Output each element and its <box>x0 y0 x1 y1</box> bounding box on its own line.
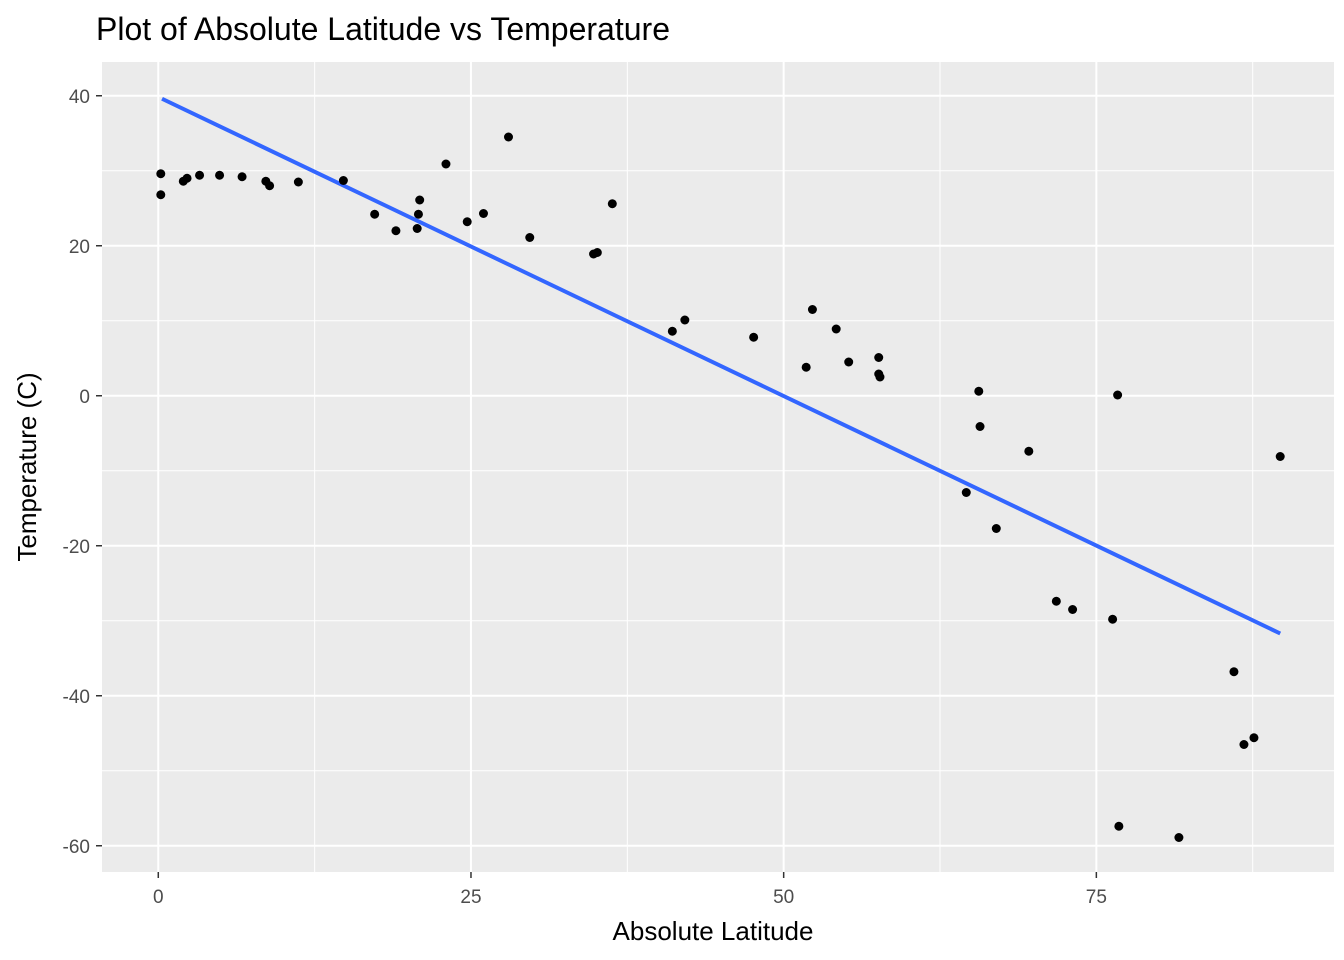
data-point <box>975 422 985 431</box>
data-point <box>974 386 984 396</box>
data-point <box>293 177 303 187</box>
data-point <box>413 209 423 219</box>
chart-title: Plot of Absolute Latitude vs Temperature <box>96 11 670 47</box>
x-tick-label: 75 <box>1086 887 1107 908</box>
data-point <box>195 170 205 180</box>
data-point <box>478 209 488 218</box>
data-point <box>182 173 192 183</box>
data-point <box>1174 833 1184 842</box>
data-point <box>1113 390 1123 400</box>
regression-line <box>161 96 1282 636</box>
data-point <box>525 233 535 242</box>
y-tick-label: -40 <box>63 687 90 708</box>
y-tick-label: 0 <box>79 387 90 408</box>
data-point <box>215 170 225 180</box>
data-point <box>237 172 247 182</box>
data-point <box>1024 446 1034 456</box>
data-point <box>680 315 690 325</box>
data-point <box>607 199 617 209</box>
y-tick-label: -60 <box>63 837 90 858</box>
data-point <box>844 357 854 367</box>
data-point <box>415 195 425 205</box>
y-tick-label: 20 <box>69 237 90 258</box>
y-axis-ticks: -60 -40 -20 0 20 40 <box>63 87 102 858</box>
data-point <box>874 353 884 362</box>
regression-line-layer <box>161 96 1282 636</box>
x-tick-label: 0 <box>153 887 164 908</box>
y-axis-title: Temperature (C) <box>12 372 42 561</box>
data-point <box>1249 733 1259 743</box>
data-points-layer <box>156 132 1285 842</box>
data-point <box>1229 667 1239 677</box>
data-point <box>265 181 275 191</box>
data-point <box>370 209 380 219</box>
data-point <box>991 524 1001 533</box>
data-point <box>156 169 166 179</box>
y-tick-label: 40 <box>69 87 90 108</box>
y-tick-label: -20 <box>63 537 90 558</box>
major-gridlines <box>102 62 1334 872</box>
data-point <box>592 248 602 257</box>
data-point <box>667 326 677 336</box>
data-point <box>441 159 451 169</box>
x-axis-ticks: 0 25 50 75 <box>153 872 1107 908</box>
data-point <box>801 362 811 372</box>
data-point <box>338 176 348 185</box>
x-tick-label: 25 <box>460 887 481 908</box>
data-point <box>1275 452 1285 461</box>
data-point <box>831 324 841 334</box>
data-point <box>503 132 513 142</box>
data-point <box>156 190 166 200</box>
data-point <box>961 488 971 497</box>
data-point <box>391 226 401 236</box>
data-point <box>1051 596 1061 606</box>
data-point <box>875 372 885 382</box>
x-tick-label: 50 <box>773 887 794 908</box>
data-point <box>1108 614 1118 624</box>
data-point <box>1068 605 1078 614</box>
data-point <box>749 332 759 342</box>
data-point <box>1239 740 1249 749</box>
plot-panel <box>102 62 1334 872</box>
data-point <box>807 305 817 314</box>
data-point <box>1114 821 1124 831</box>
data-point <box>412 224 422 233</box>
minor-gridlines <box>102 62 1334 872</box>
x-axis-title: Absolute Latitude <box>613 916 814 946</box>
data-point <box>462 217 472 227</box>
